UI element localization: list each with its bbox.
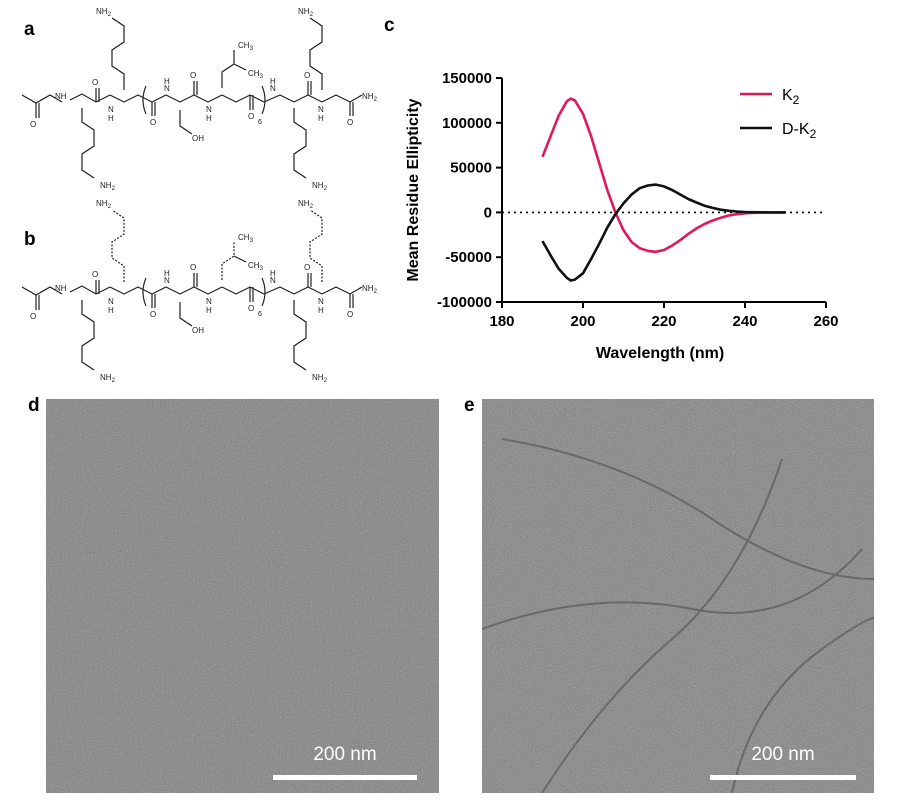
atom-n: N: [270, 276, 276, 285]
atom-o: O: [92, 270, 98, 279]
atom-n: N: [164, 84, 170, 93]
atom-oh: OH: [192, 134, 204, 143]
atom-h: H: [108, 306, 114, 315]
atom-h: H: [270, 269, 276, 278]
panel-label-e: e: [464, 395, 475, 416]
atom-nh2: NH2: [362, 284, 378, 295]
scale-bar-e: [710, 775, 856, 780]
scale-bar-label-d: 200 nm: [313, 744, 377, 765]
atom-o: O: [190, 263, 196, 272]
atom-n: N: [108, 105, 114, 114]
atom-h: H: [164, 77, 170, 86]
micrograph-texture-d: [46, 399, 439, 793]
cryo-em-micrograph-d: 200 nm: [46, 399, 439, 793]
panel-label-c: c: [384, 15, 395, 36]
fibril-strands: [482, 438, 874, 793]
y-tick-label: 50000: [450, 160, 492, 177]
atom-nh2: NH2: [312, 373, 328, 382]
atom-h: H: [270, 77, 276, 86]
x-axis-label: Wavelength (nm): [596, 345, 724, 362]
atom-nh2: NH2: [100, 181, 116, 190]
atom-o: O: [248, 112, 254, 121]
y-tick-label: 100000: [442, 115, 492, 132]
panel-label-d: d: [28, 395, 40, 416]
x-tick-label: 240: [732, 313, 757, 330]
atom-nh2: NH2: [96, 199, 112, 210]
cryo-em-micrograph-e: 200 nm: [482, 399, 874, 793]
atom-o: O: [92, 78, 98, 87]
atom-ch3: CH3: [248, 261, 264, 272]
atom-o: O: [248, 304, 254, 313]
atom-h: H: [164, 269, 170, 278]
structure-a-atoms: NH O O N H O N H O OH N H O 6 N H O N H …: [30, 7, 378, 190]
peptide-structure-b: NH O O N H O N H O OH N H O 6 N H O N H …: [21, 199, 378, 382]
atom-ch3: CH3: [238, 233, 254, 244]
atom-n: N: [108, 297, 114, 306]
atom-n: N: [318, 297, 324, 306]
chart-axes: 150000 100000 50000 0 -50000 -100000 180 200 220…: [437, 70, 839, 330]
atom-o: O: [150, 310, 156, 319]
atom-o: O: [190, 71, 196, 80]
atom-nh2: NH2: [96, 7, 112, 18]
atom-h: H: [206, 306, 212, 315]
structure-a-bonds: [21, 17, 363, 179]
x-tick-label: 200: [570, 313, 595, 330]
atom-o: O: [347, 310, 353, 319]
atom-ch3: CH3: [248, 69, 264, 80]
atom-o: O: [30, 312, 36, 321]
atom-n: N: [206, 105, 212, 114]
atom-h: H: [318, 306, 324, 315]
atom-o: O: [304, 71, 310, 80]
atom-nh: NH: [55, 284, 67, 293]
y-axis-label: Mean Residue Ellipticity: [405, 98, 422, 281]
repeat-count: 6: [258, 119, 262, 126]
atom-nh2: NH2: [312, 181, 328, 190]
panel-label-b: b: [24, 229, 36, 250]
cd-spectrum-chart: 150000 100000 50000 0 -50000 -100000 180 200 220…: [405, 70, 839, 362]
atom-o: O: [347, 118, 353, 127]
atom-nh: NH: [55, 92, 67, 101]
legend-label-1: D-K2: [782, 121, 817, 141]
atom-o: O: [30, 120, 36, 129]
x-tick-label: 180: [489, 313, 514, 330]
atom-nh2: NH2: [362, 92, 378, 103]
micrograph-texture-e: [482, 399, 874, 793]
atom-nh2: NH2: [100, 373, 116, 382]
atom-o: O: [150, 118, 156, 127]
series-line-1: [541, 183, 786, 282]
legend-label-0: K2: [782, 87, 800, 107]
atom-h: H: [206, 114, 212, 123]
atom-n: N: [164, 276, 170, 285]
atom-h: H: [108, 114, 114, 123]
atom-n: N: [206, 297, 212, 306]
atom-nh2: NH2: [298, 7, 314, 18]
structure-b-bonds: [21, 209, 363, 371]
chart-series: [541, 97, 786, 282]
atom-n: N: [270, 84, 276, 93]
atom-oh: OH: [192, 326, 204, 335]
chart-legend: K2 D-K2: [740, 87, 817, 141]
atom-ch3: CH3: [238, 41, 254, 52]
y-tick-label: -100000: [437, 294, 492, 311]
peptide-structure-a: NH O O N H O N H O OH N H O 6 N H O N H …: [21, 7, 378, 190]
scale-bar-label-e: 200 nm: [751, 744, 815, 765]
y-tick-label: 0: [484, 204, 492, 221]
atom-o: O: [304, 263, 310, 272]
x-tick-label: 260: [813, 313, 838, 330]
structure-b-atoms: NH O O N H O N H O OH N H O 6 N H O N H …: [30, 199, 378, 382]
atom-n: N: [318, 105, 324, 114]
panel-label-a: a: [24, 19, 35, 40]
series-line-0: [541, 97, 786, 254]
atom-h: H: [318, 114, 324, 123]
scale-bar-d: [273, 775, 417, 780]
repeat-count: 6: [258, 311, 262, 318]
atom-nh2: NH2: [298, 199, 314, 210]
y-tick-label: 150000: [442, 70, 492, 87]
y-tick-label: -50000: [445, 249, 492, 266]
x-tick-label: 220: [651, 313, 676, 330]
